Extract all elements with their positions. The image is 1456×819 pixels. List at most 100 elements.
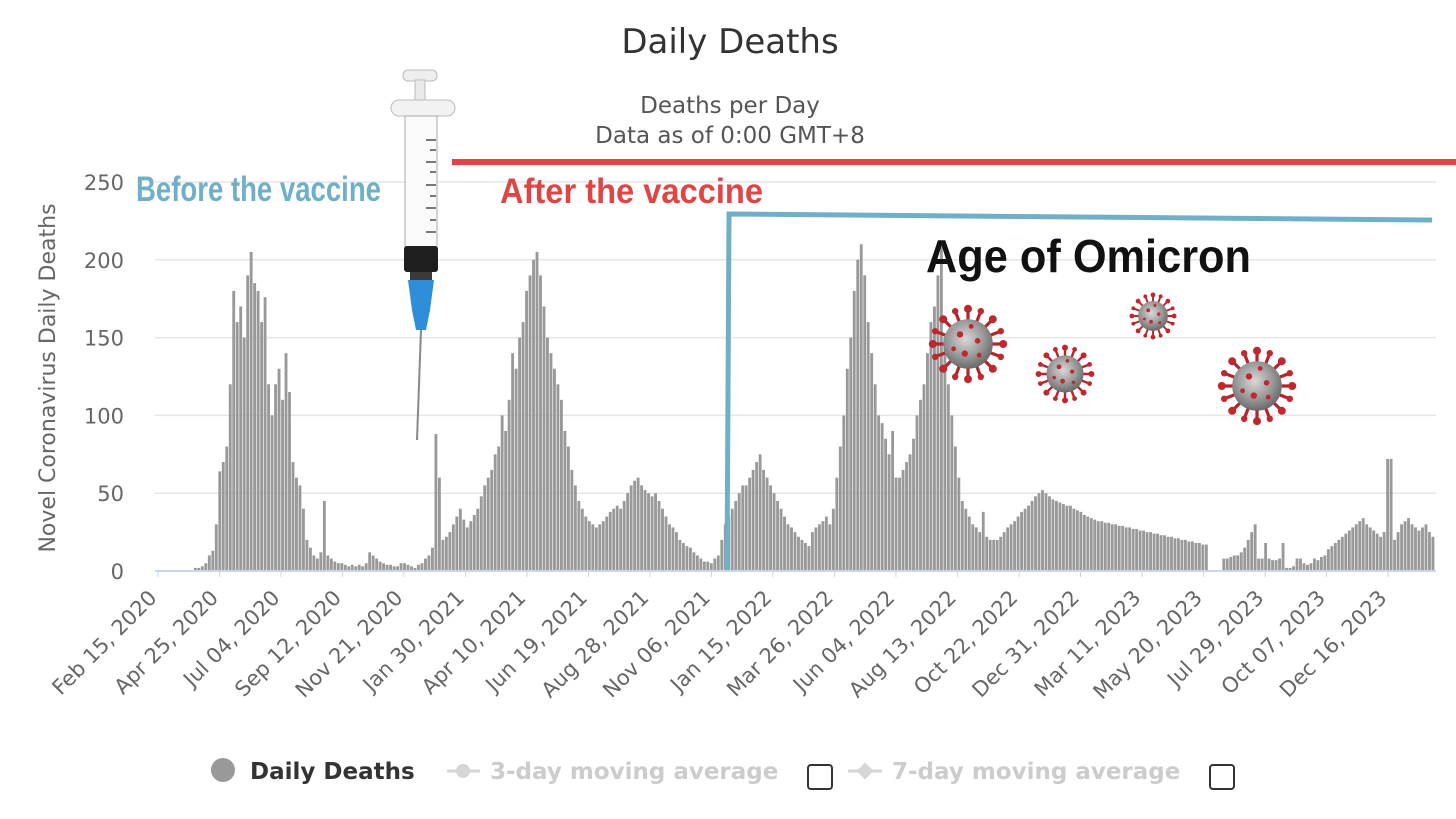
bar bbox=[1431, 536, 1435, 571]
bar bbox=[396, 566, 399, 571]
bar bbox=[493, 454, 497, 571]
bar bbox=[448, 532, 452, 571]
bar bbox=[542, 306, 546, 571]
bar bbox=[1306, 564, 1309, 571]
bar bbox=[420, 563, 424, 571]
bar bbox=[654, 493, 657, 571]
bar bbox=[573, 485, 577, 571]
bar bbox=[1246, 539, 1250, 571]
bar bbox=[1421, 527, 1424, 571]
y-tick-label: 100 bbox=[84, 404, 124, 428]
bar bbox=[532, 259, 535, 571]
legend-checkbox-3-day-average[interactable] bbox=[807, 764, 833, 790]
bar bbox=[737, 493, 741, 571]
bar bbox=[1163, 535, 1166, 571]
bar bbox=[1096, 521, 1100, 571]
bar bbox=[580, 508, 584, 571]
bar bbox=[193, 567, 197, 571]
legend-item-daily-deaths[interactable]: Daily Deaths bbox=[211, 758, 415, 785]
bar bbox=[856, 259, 860, 571]
bar bbox=[1030, 500, 1034, 571]
omicron-bracket bbox=[724, 211, 1433, 571]
bar bbox=[322, 500, 326, 571]
bar bbox=[329, 558, 333, 571]
bar bbox=[1417, 530, 1421, 571]
bar bbox=[824, 516, 828, 571]
bar bbox=[699, 558, 703, 571]
bar bbox=[1372, 530, 1376, 571]
bar bbox=[1267, 558, 1271, 571]
x-tick-label: May 20, 2023 bbox=[1089, 586, 1208, 705]
legend-checkbox-7-day-average[interactable] bbox=[1209, 764, 1235, 790]
age-of-omicron-label: Age of Omicron bbox=[926, 230, 1251, 282]
bar bbox=[504, 430, 508, 571]
bar bbox=[200, 566, 204, 571]
bar bbox=[612, 508, 616, 571]
bar bbox=[497, 446, 501, 571]
bar bbox=[305, 539, 309, 571]
bar bbox=[629, 485, 633, 571]
bar bbox=[1271, 560, 1275, 571]
bar bbox=[246, 275, 250, 571]
bar bbox=[1135, 528, 1139, 571]
bar bbox=[709, 563, 713, 571]
bar bbox=[1145, 532, 1149, 571]
legend-item-3-day-average[interactable]: 3-day moving average bbox=[447, 759, 778, 785]
virus-icon bbox=[1217, 346, 1297, 426]
bar bbox=[368, 552, 372, 571]
bar bbox=[214, 524, 218, 571]
bar bbox=[591, 524, 595, 571]
bar bbox=[960, 500, 964, 571]
bar bbox=[1368, 527, 1372, 571]
bar bbox=[695, 555, 699, 571]
bar bbox=[682, 542, 685, 571]
bar bbox=[1299, 558, 1302, 571]
bar bbox=[619, 508, 623, 571]
bar bbox=[469, 521, 473, 571]
bar bbox=[1086, 516, 1090, 571]
bar bbox=[744, 485, 748, 571]
line-marker-icon bbox=[447, 764, 480, 778]
chart-subtitle-line2: Data as of 0:00 GMT+8 bbox=[595, 123, 865, 149]
bar bbox=[957, 477, 961, 571]
bar bbox=[298, 485, 302, 571]
y-tick-label: 0 bbox=[111, 560, 124, 584]
bar bbox=[434, 434, 438, 571]
bar bbox=[810, 532, 814, 571]
bar bbox=[779, 508, 783, 571]
bar bbox=[549, 353, 553, 571]
bar bbox=[1365, 524, 1369, 571]
bar bbox=[406, 564, 410, 571]
bar bbox=[1379, 536, 1383, 571]
bar bbox=[622, 500, 626, 571]
bar bbox=[842, 415, 846, 571]
bar bbox=[926, 353, 929, 571]
bar bbox=[1382, 532, 1386, 571]
bar bbox=[333, 561, 337, 571]
bar bbox=[232, 290, 236, 571]
bar bbox=[1048, 496, 1051, 571]
bar bbox=[312, 555, 316, 571]
legend-item-7-day-average[interactable]: 7-day moving average bbox=[848, 759, 1180, 785]
bar bbox=[444, 536, 448, 571]
bar bbox=[901, 469, 905, 571]
bar bbox=[702, 561, 706, 571]
bar bbox=[1138, 530, 1142, 571]
bar bbox=[1393, 539, 1397, 571]
x-tick-label: Feb 15, 2020 bbox=[47, 586, 161, 700]
bar bbox=[953, 446, 957, 571]
bar bbox=[661, 508, 664, 571]
bar bbox=[905, 462, 908, 571]
bar bbox=[1340, 536, 1344, 571]
bar bbox=[1044, 493, 1048, 571]
bar bbox=[640, 485, 644, 571]
bar bbox=[1082, 514, 1086, 571]
bar bbox=[1243, 547, 1247, 571]
bar bbox=[302, 508, 305, 571]
bar bbox=[343, 564, 347, 571]
bar bbox=[486, 477, 490, 571]
bar bbox=[601, 521, 605, 571]
bar bbox=[605, 516, 609, 571]
x-tick-label: Aug 28, 2021 bbox=[537, 586, 654, 703]
annotations: Before the vaccine After the vaccine Age… bbox=[136, 69, 1456, 571]
